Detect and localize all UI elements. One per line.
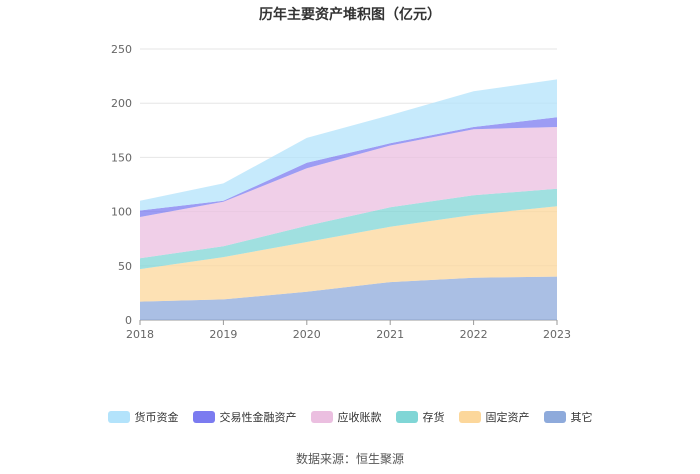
source-note: 数据来源：恒生聚源 xyxy=(295,452,404,466)
legend-swatch xyxy=(395,411,418,423)
legend-item[interactable]: 货币资金 xyxy=(107,409,179,425)
x-tick-label: 2019 xyxy=(209,328,237,341)
x-tick-label: 2023 xyxy=(543,328,571,341)
legend-item[interactable]: 存货 xyxy=(395,409,445,425)
axes: 0 50 100 150 200 250 2018 2019 2020 2021 2022 2023 xyxy=(111,43,571,341)
area-series-0 xyxy=(140,276,557,320)
area-series-4 xyxy=(140,117,557,217)
legend-label: 存货 xyxy=(422,411,445,424)
area-series-5 xyxy=(140,79,557,211)
legend-item[interactable]: 其它 xyxy=(543,409,593,425)
area-series-1 xyxy=(140,206,557,302)
legend-label: 固定资产 xyxy=(485,411,530,424)
y-tick-label: 150 xyxy=(111,151,132,164)
area-series-2 xyxy=(140,188,557,270)
legend-label: 货币资金 xyxy=(134,411,179,424)
chart-title: 历年主要资产堆积图（亿元） xyxy=(259,7,441,23)
stacked-area-chart: 0 50 100 150 200 250 2018 2019 2020 2021 2022 2023 xyxy=(111,43,571,341)
y-tick-label: 250 xyxy=(111,43,132,56)
legend-label: 其它 xyxy=(570,411,593,424)
legend: 货币资金 交易性金融资产 应收账款 存货 固定资产 其它 xyxy=(0,409,700,425)
legend-label: 交易性金融资产 xyxy=(219,411,297,424)
y-tick-label: 100 xyxy=(111,206,132,219)
y-tick-label: 0 xyxy=(125,314,132,327)
x-tick-label: 2018 xyxy=(126,328,154,341)
legend-swatch xyxy=(310,411,333,423)
area-series xyxy=(140,79,557,320)
legend-item[interactable]: 应收账款 xyxy=(310,409,382,425)
legend-swatch xyxy=(107,411,130,423)
legend-item[interactable]: 交易性金融资产 xyxy=(192,409,297,425)
legend-label: 应收账款 xyxy=(337,411,382,424)
legend-swatch xyxy=(543,411,566,423)
y-tick-label: 50 xyxy=(118,260,132,273)
x-tick-label: 2022 xyxy=(460,328,488,341)
x-tick-label: 2020 xyxy=(293,328,321,341)
legend-item[interactable]: 固定资产 xyxy=(458,409,530,425)
area-series-3 xyxy=(140,127,557,259)
legend-swatch xyxy=(192,411,215,423)
x-tick-label: 2021 xyxy=(376,328,404,341)
legend-swatch xyxy=(458,411,481,423)
y-tick-label: 200 xyxy=(111,97,132,110)
